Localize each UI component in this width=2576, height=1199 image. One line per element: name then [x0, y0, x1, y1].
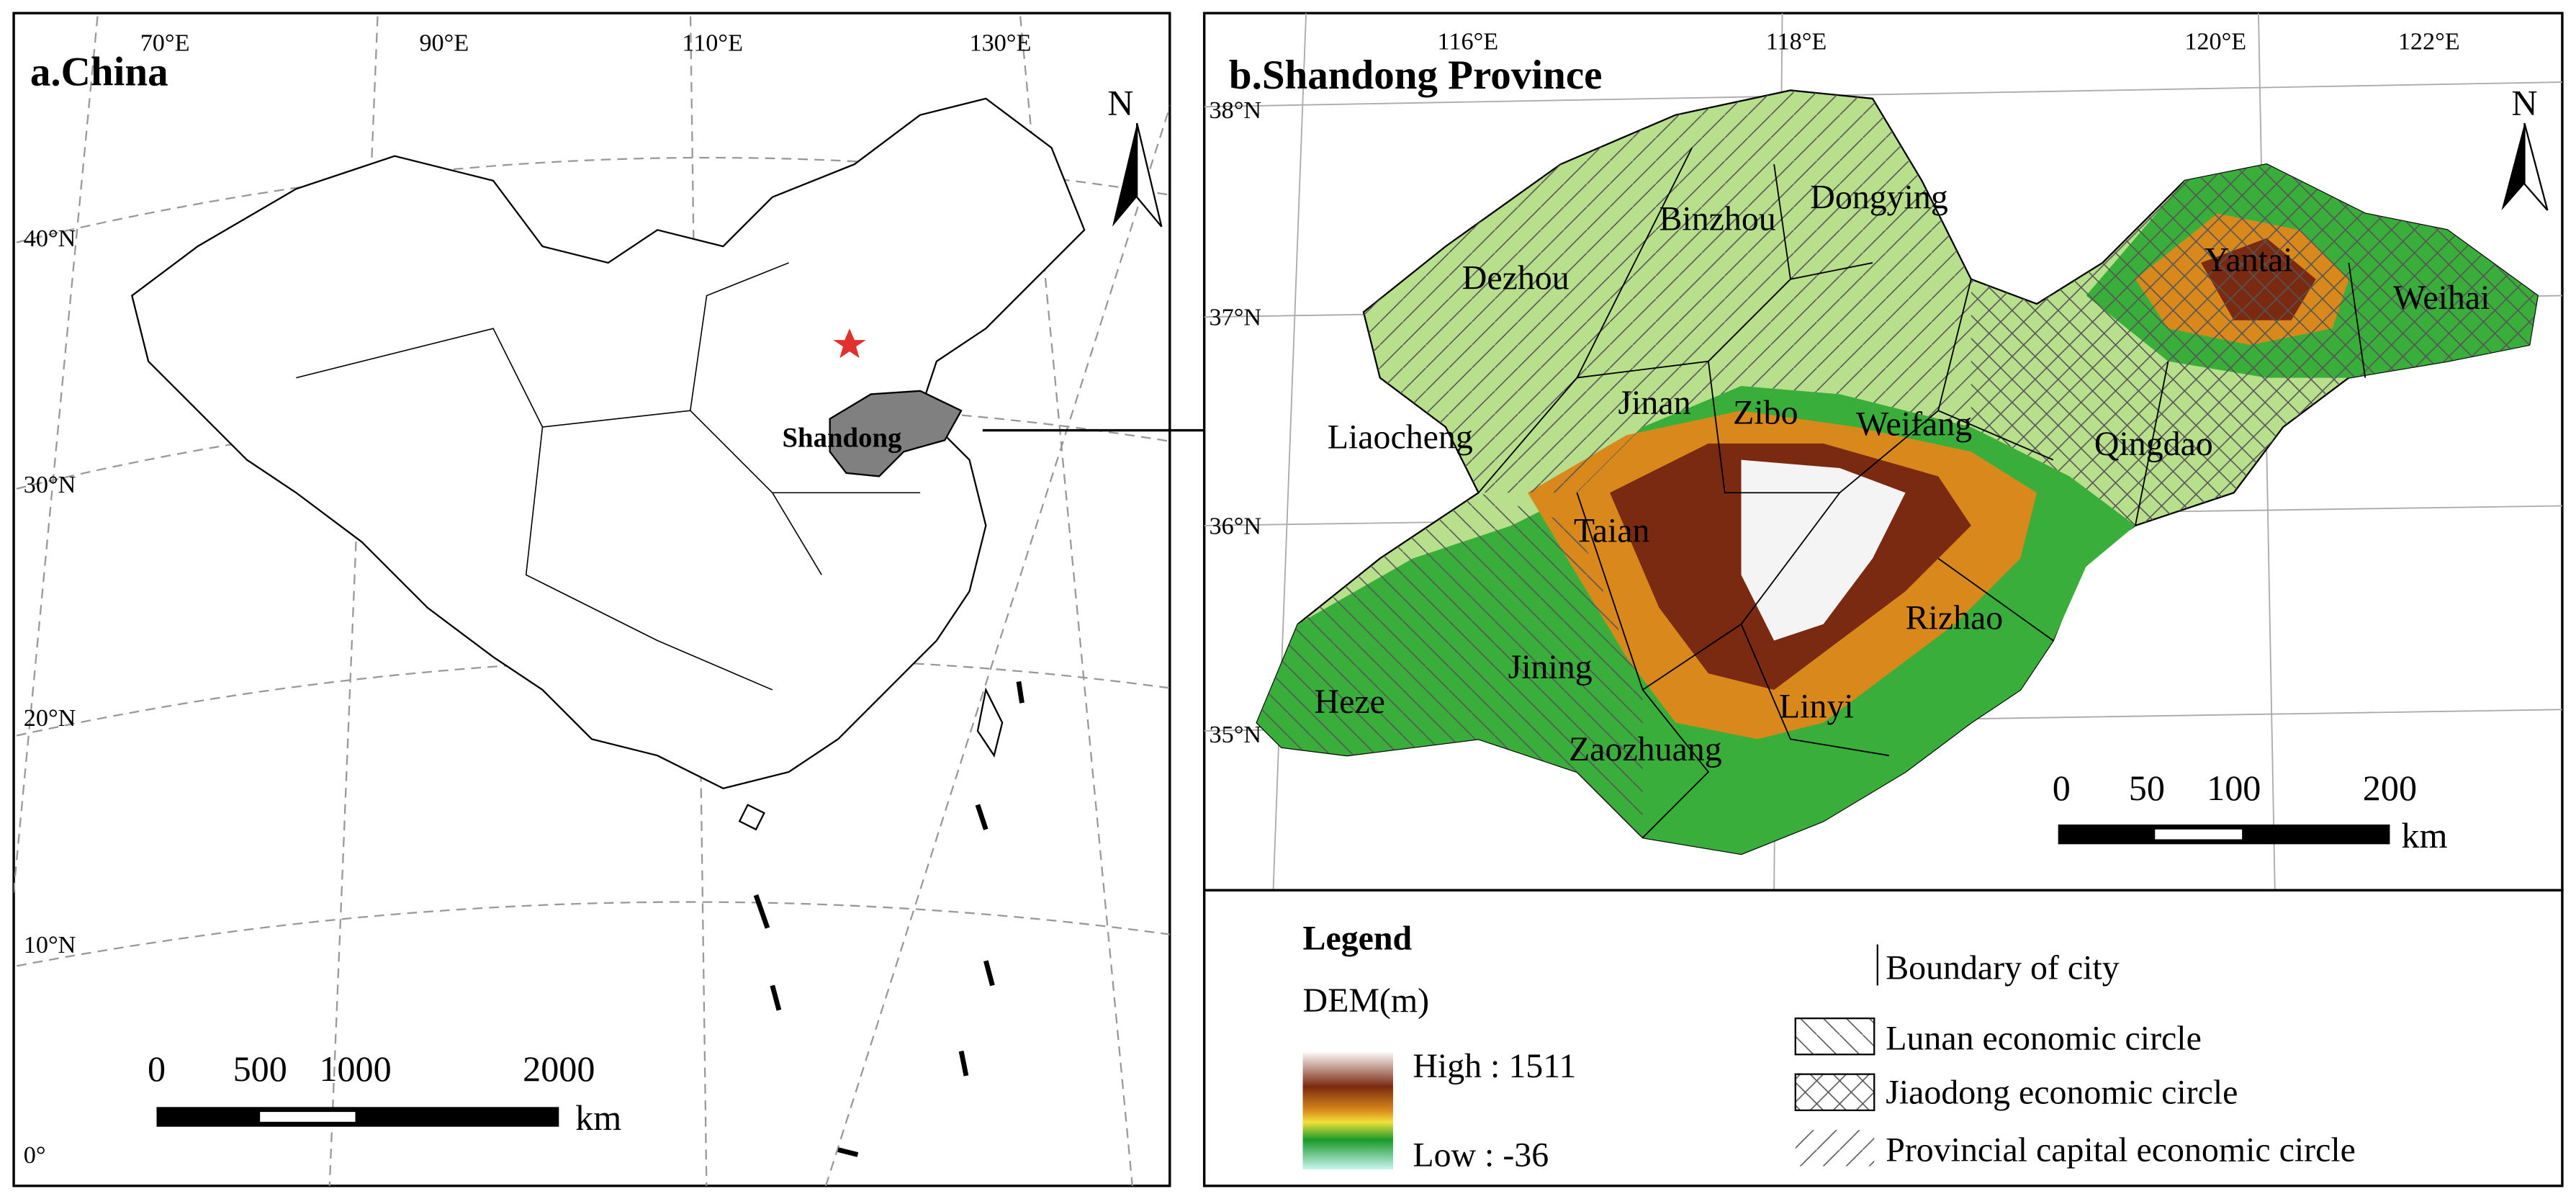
lunan-hatch [1256, 493, 1643, 838]
shandong-map [1204, 13, 2562, 891]
city-labels: Binzhou Dongying Dezhou Yantai Weihai Jinan Zi… [1314, 179, 2490, 768]
capital-star [833, 328, 866, 359]
city-boundaries [1477, 147, 2366, 838]
panel-a: a.China 70°E 90°E 110°E 130°E 40°N 30°N … [12, 12, 1307, 1187]
scale-label: 100 [2207, 768, 2261, 808]
city-label: Zaozhuang [1569, 730, 1722, 768]
lat-label: 36°N [1210, 513, 1262, 539]
scale-label: 500 [233, 1048, 287, 1089]
north-arrow [1136, 122, 1163, 228]
north-arrow [2523, 122, 2549, 211]
north-arrow [1112, 123, 1138, 227]
legend-item: Jiaodong economic circle [1886, 1074, 2238, 1112]
scale-label: 2000 [523, 1048, 595, 1089]
north-label: N [2511, 83, 2537, 123]
scale-label: 0 [148, 1048, 166, 1089]
province-label: Shandong [783, 422, 902, 453]
dem-low: Low : -36 [1413, 1136, 1549, 1174]
lon-label: 118°E [1766, 28, 1827, 55]
scale-label: 50 [2129, 768, 2165, 808]
city-label: Dongying [1810, 179, 1948, 217]
capital-hatch [1363, 90, 1971, 493]
lat-label: 10°N [24, 932, 76, 958]
city-label: Weifang [1856, 405, 1972, 443]
north-arrow [2501, 123, 2525, 210]
lon-label: 90°E [419, 30, 469, 57]
scale-bar [2155, 829, 2243, 840]
province-boundaries [296, 262, 921, 691]
panel-title: a.China [30, 50, 168, 95]
scale-label: 0 [2053, 768, 2071, 808]
scale-unit: km [575, 1097, 621, 1138]
lon-label: 122°E [2398, 28, 2460, 55]
lat-label: 0° [24, 1142, 46, 1169]
legend: Legend DEM(m) High : 1511 Low : -36 Boun… [1202, 889, 2564, 1187]
city-label: Heze [1314, 683, 1384, 721]
lon-label: 70°E [140, 30, 190, 57]
lat-label: 38°N [1210, 97, 1262, 124]
islands [738, 687, 1004, 831]
china-map [14, 13, 1170, 1186]
city-label: Rizhao [1906, 599, 2004, 637]
dem-ramp [1302, 1051, 1393, 1169]
city-label: Liaocheng [1328, 418, 1473, 457]
lat-label: 40°N [24, 225, 76, 252]
legend-symbol [1794, 1017, 1875, 1056]
city-label: Binzhou [1659, 199, 1775, 238]
legend-title: Legend [1303, 919, 1413, 957]
city-label: Qingdao [2094, 425, 2213, 463]
lat-label: 37°N [1210, 305, 1262, 331]
lat-label: 35°N [1210, 722, 1262, 748]
city-label: Dezhou [1462, 259, 1570, 297]
islands [753, 681, 1024, 1157]
legend-symbol [1794, 1073, 1875, 1111]
lon-label: 110°E [682, 30, 743, 57]
city-label: Yantai [2205, 241, 2293, 279]
city-label: Linyi [1779, 688, 1854, 726]
lon-label: 130°E [970, 30, 1032, 57]
legend-item: Lunan economic circle [1886, 1019, 2202, 1057]
city-label: Weihai [2393, 279, 2490, 317]
dem-label: DEM(m) [1303, 982, 1430, 1020]
legend-item: Boundary of city [1886, 948, 2119, 987]
lon-label: 120°E [2184, 28, 2246, 55]
dem-peak [1741, 459, 1906, 641]
panel-b: b.Shandong Province 116°E 118°E 120°E 12… [1202, 12, 2564, 892]
scale-unit: km [2401, 815, 2447, 856]
jiaodong-hatch [1971, 164, 2538, 526]
scale-label: 1000 [319, 1048, 391, 1089]
scale-bar [156, 1107, 559, 1127]
legend-item: Provincial capital economic circle [1886, 1131, 2356, 1169]
lon-label: 116°E [1438, 28, 1499, 55]
city-label: Taian [1574, 512, 1650, 550]
legend-symbol [1795, 1130, 1875, 1167]
legend-frame [1202, 889, 2564, 1187]
scale-bar [260, 1112, 356, 1122]
lat-label: 30°N [24, 472, 76, 498]
city-label: Jining [1508, 648, 1593, 686]
lat-label: 20°N [24, 705, 76, 732]
shandong-shape [829, 390, 963, 477]
dem-high: High : 1511 [1413, 1047, 1576, 1085]
panel-title: b.Shandong Province [1229, 53, 1603, 98]
city-label: Zibo [1733, 393, 1798, 431]
scale-label: 200 [2363, 768, 2417, 808]
city-label: Jinan [1618, 384, 1690, 422]
north-label: N [1107, 83, 1133, 123]
